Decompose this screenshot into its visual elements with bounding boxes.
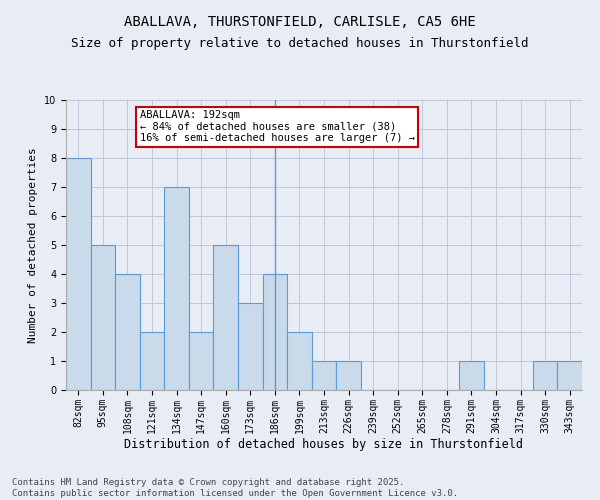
Bar — [459, 361, 484, 390]
Bar — [557, 361, 582, 390]
Bar — [263, 274, 287, 390]
Bar — [238, 303, 263, 390]
Text: Contains HM Land Registry data © Crown copyright and database right 2025.
Contai: Contains HM Land Registry data © Crown c… — [12, 478, 458, 498]
Bar — [66, 158, 91, 390]
Text: ABALLAVA: 192sqm
← 84% of detached houses are smaller (38)
16% of semi-detached : ABALLAVA: 192sqm ← 84% of detached house… — [140, 110, 415, 144]
Bar — [115, 274, 140, 390]
Bar — [287, 332, 312, 390]
Bar — [189, 332, 214, 390]
Bar — [91, 245, 115, 390]
Bar — [336, 361, 361, 390]
Bar — [140, 332, 164, 390]
Bar — [312, 361, 336, 390]
Bar — [214, 245, 238, 390]
Text: ABALLAVA, THURSTONFIELD, CARLISLE, CA5 6HE: ABALLAVA, THURSTONFIELD, CARLISLE, CA5 6… — [124, 15, 476, 29]
Bar — [164, 187, 189, 390]
Text: Size of property relative to detached houses in Thurstonfield: Size of property relative to detached ho… — [71, 38, 529, 51]
Bar — [533, 361, 557, 390]
Y-axis label: Number of detached properties: Number of detached properties — [28, 147, 38, 343]
X-axis label: Distribution of detached houses by size in Thurstonfield: Distribution of detached houses by size … — [125, 438, 523, 452]
